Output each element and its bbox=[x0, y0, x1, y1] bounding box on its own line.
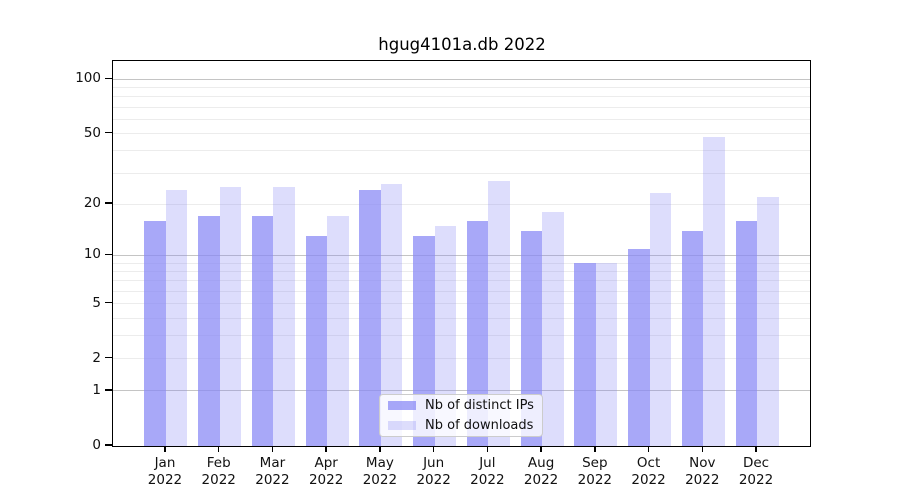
bar-jan-downloads bbox=[165, 190, 188, 446]
y-gridline bbox=[113, 270, 810, 272]
legend: Nb of distinct IPs Nb of downloads bbox=[379, 394, 543, 437]
bar-oct-distinct-ips bbox=[628, 248, 650, 446]
y-tick-label: 5 bbox=[92, 294, 101, 311]
bar-nov-distinct-ips bbox=[681, 230, 704, 446]
x-tick-label: Mar 2022 bbox=[255, 455, 290, 488]
y-gridline bbox=[113, 87, 810, 88]
y-gridline bbox=[113, 203, 810, 205]
bar-jan-distinct-ips bbox=[144, 220, 166, 446]
y-tick-mark bbox=[105, 77, 112, 79]
y-gridline bbox=[113, 390, 810, 392]
bar-feb-distinct-ips bbox=[198, 216, 220, 446]
plot-area: Nb of distinct IPs Nb of downloads bbox=[112, 60, 811, 447]
y-gridline bbox=[113, 290, 810, 292]
x-tick-mark bbox=[379, 447, 381, 452]
legend-label-distinct-ips: Nb of distinct IPs bbox=[425, 398, 534, 413]
x-tick-mark bbox=[164, 447, 166, 452]
y-gridline bbox=[113, 172, 810, 174]
chart-title: hgug4101a.db 2022 bbox=[378, 35, 546, 54]
x-tick-mark bbox=[755, 447, 757, 452]
bar-may-downloads bbox=[380, 184, 403, 446]
y-gridline bbox=[113, 118, 810, 120]
y-tick-label: 100 bbox=[75, 70, 101, 87]
y-tick-mark bbox=[105, 389, 112, 391]
x-tick-label: Sep 2022 bbox=[577, 455, 612, 488]
y-tick-mark bbox=[105, 253, 112, 256]
x-tick-label: Nov 2022 bbox=[685, 455, 720, 488]
x-tick-label: Jun 2022 bbox=[416, 455, 451, 488]
y-gridline bbox=[113, 280, 810, 282]
x-tick-label: Feb 2022 bbox=[201, 455, 236, 488]
y-tick-label: 0 bbox=[92, 437, 101, 453]
x-tick-mark bbox=[218, 447, 220, 452]
y-tick-label: 10 bbox=[83, 246, 101, 263]
bar-apr-downloads bbox=[327, 216, 349, 446]
legend-label-downloads: Nb of downloads bbox=[425, 418, 534, 433]
y-tick-label: 2 bbox=[92, 349, 101, 366]
y-tick-mark bbox=[105, 444, 112, 446]
y-gridline bbox=[113, 317, 810, 319]
x-tick-mark bbox=[594, 447, 596, 452]
bar-jul-downloads bbox=[488, 181, 510, 446]
x-tick-mark bbox=[432, 447, 435, 452]
y-tick-label: 1 bbox=[92, 381, 101, 398]
x-tick-label: Apr 2022 bbox=[308, 455, 344, 488]
bar-mar-downloads bbox=[273, 187, 295, 446]
x-tick-label: Jul 2022 bbox=[470, 455, 505, 488]
bar-mar-distinct-ips bbox=[251, 216, 274, 446]
bar-aug-distinct-ips bbox=[520, 230, 543, 446]
y-gridline bbox=[113, 78, 810, 80]
legend-item-downloads: Nb of downloads bbox=[388, 418, 534, 433]
x-tick-mark bbox=[701, 447, 703, 452]
bar-jun-downloads bbox=[434, 225, 457, 446]
bar-oct-downloads bbox=[649, 193, 672, 446]
bar-may-distinct-ips bbox=[359, 190, 381, 446]
y-gridline bbox=[113, 133, 810, 135]
x-tick-label: Oct 2022 bbox=[631, 455, 666, 488]
y-gridline bbox=[113, 96, 810, 98]
x-tick-label: Aug 2022 bbox=[523, 455, 559, 488]
x-tick-mark bbox=[486, 447, 489, 452]
y-tick-mark bbox=[105, 356, 112, 359]
y-gridline bbox=[113, 254, 810, 256]
y-gridline bbox=[113, 150, 810, 152]
y-tick-mark bbox=[105, 202, 112, 204]
x-tick-label: Dec 2022 bbox=[738, 455, 774, 488]
legend-swatch-downloads bbox=[388, 421, 416, 430]
x-tick-label: Jan 2022 bbox=[147, 455, 183, 488]
bar-jun-distinct-ips bbox=[413, 236, 435, 446]
y-tick-label: 50 bbox=[83, 124, 101, 141]
legend-item-distinct-ips: Nb of distinct IPs bbox=[388, 398, 534, 413]
y-gridline bbox=[113, 106, 810, 108]
y-gridline bbox=[113, 303, 810, 305]
y-gridline bbox=[113, 262, 810, 264]
bar-dec-distinct-ips bbox=[735, 220, 758, 446]
y-gridline bbox=[113, 335, 810, 337]
y-gridline bbox=[113, 358, 810, 360]
y-tick-mark bbox=[105, 131, 112, 134]
x-tick-mark bbox=[540, 447, 542, 452]
bar-apr-distinct-ips bbox=[305, 236, 328, 446]
bar-aug-downloads bbox=[542, 212, 564, 446]
bar-nov-downloads bbox=[703, 136, 725, 446]
bar-jul-distinct-ips bbox=[466, 220, 489, 446]
y-tick-mark bbox=[105, 301, 112, 304]
x-tick-mark bbox=[325, 447, 327, 452]
bar-sep-distinct-ips bbox=[574, 263, 596, 446]
bar-feb-downloads bbox=[219, 187, 242, 446]
bar-sep-downloads bbox=[595, 263, 618, 446]
x-tick-mark bbox=[271, 447, 274, 452]
bar-dec-downloads bbox=[757, 196, 779, 446]
legend-swatch-distinct-ips bbox=[388, 401, 416, 410]
y-tick-label: 20 bbox=[83, 195, 101, 212]
x-tick-mark bbox=[647, 447, 650, 452]
x-tick-label: May 2022 bbox=[362, 455, 398, 488]
